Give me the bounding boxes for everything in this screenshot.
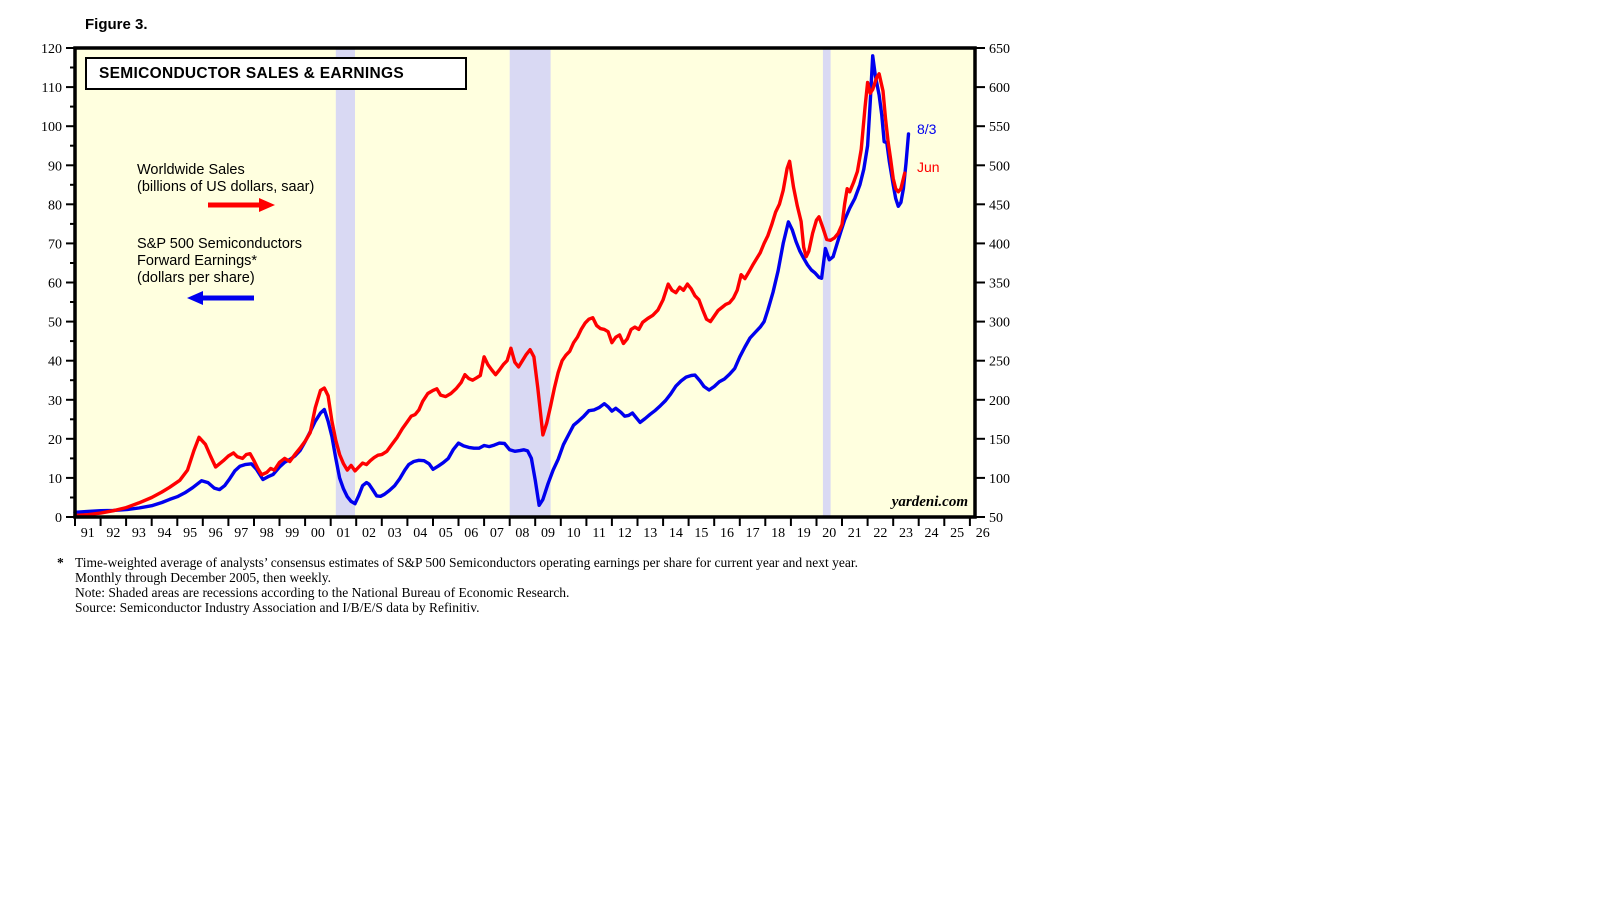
svg-text:99: 99: [285, 526, 299, 541]
footnote-line-1: * Time-weighted average of analysts’ con…: [57, 555, 858, 570]
svg-text:26: 26: [976, 526, 990, 541]
svg-text:120: 120: [41, 42, 62, 57]
svg-text:40: 40: [48, 355, 62, 370]
svg-text:450: 450: [989, 198, 1010, 213]
svg-text:100: 100: [41, 120, 62, 135]
x-axis: 91 92 93 94 95 96 97 98 99 00 01 02 03 04 05 06 07 08 09 10…: [74, 518, 990, 541]
svg-text:80: 80: [48, 198, 62, 213]
footnote-text-1: Time-weighted average of analysts’ conse…: [75, 555, 859, 570]
svg-text:50: 50: [989, 511, 1003, 526]
svg-text:97: 97: [234, 526, 248, 541]
footnote-line-2: Monthly through December 2005, then week…: [75, 570, 331, 585]
chart-title-box: SEMICONDUCTOR SALES & EARNINGS: [85, 57, 467, 90]
svg-text:550: 550: [989, 120, 1010, 135]
footnotes: * Time-weighted average of analysts’ con…: [57, 555, 858, 615]
svg-text:14: 14: [669, 526, 683, 541]
svg-text:13: 13: [643, 526, 657, 541]
svg-text:350: 350: [989, 277, 1010, 292]
svg-text:22: 22: [873, 526, 887, 541]
svg-text:01: 01: [337, 526, 351, 541]
svg-text:06: 06: [464, 526, 478, 541]
svg-text:50: 50: [48, 316, 62, 331]
svg-text:30: 30: [48, 394, 62, 409]
svg-text:12: 12: [618, 526, 632, 541]
figure-label: Figure 3.: [85, 16, 148, 33]
recession-band-2: [509, 48, 551, 517]
svg-text:0: 0: [55, 511, 62, 526]
svg-text:20: 20: [48, 433, 62, 448]
svg-text:09: 09: [541, 526, 555, 541]
right-axis: 50 100 150 200 250 300 350 400 450 500 550 600 650: [976, 42, 1010, 526]
svg-text:21: 21: [848, 526, 862, 541]
svg-text:23: 23: [899, 526, 913, 541]
legend-sales-units: (billions of US dollars, saar): [137, 179, 315, 195]
svg-text:93: 93: [132, 526, 146, 541]
recession-band-3: [822, 48, 831, 517]
svg-text:96: 96: [209, 526, 223, 541]
svg-text:91: 91: [81, 526, 95, 541]
svg-text:15: 15: [694, 526, 708, 541]
svg-text:07: 07: [490, 526, 504, 541]
svg-text:10: 10: [48, 472, 62, 487]
svg-text:16: 16: [720, 526, 734, 541]
footnote-line-4: Source: Semiconductor Industry Associati…: [75, 600, 480, 615]
plot-frame: [73, 46, 977, 519]
svg-text:110: 110: [42, 81, 62, 96]
svg-text:600: 600: [989, 81, 1010, 96]
svg-text:98: 98: [260, 526, 274, 541]
sales-end-label: Jun: [917, 159, 940, 175]
svg-text:03: 03: [388, 526, 402, 541]
svg-text:90: 90: [48, 159, 62, 174]
svg-text:150: 150: [989, 433, 1010, 448]
svg-text:18: 18: [771, 526, 785, 541]
svg-text:20: 20: [822, 526, 836, 541]
svg-text:08: 08: [515, 526, 529, 541]
svg-text:24: 24: [925, 526, 939, 541]
svg-text:70: 70: [48, 237, 62, 252]
svg-text:400: 400: [989, 237, 1010, 252]
chart-title: SEMICONDUCTOR SALES & EARNINGS: [99, 64, 404, 82]
svg-text:04: 04: [413, 526, 427, 541]
svg-text:10: 10: [567, 526, 581, 541]
left-axis: 0 10 20 30 40 50 60 70 80 90 100 110 120: [41, 42, 74, 526]
svg-text:60: 60: [48, 277, 62, 292]
sales-line: [73, 72, 907, 518]
earnings-left-arrow-icon: [187, 291, 254, 305]
svg-text:650: 650: [989, 42, 1010, 57]
svg-text:92: 92: [106, 526, 120, 541]
legend-earnings-name: S&P 500 Semiconductors: [137, 236, 302, 252]
svg-text:200: 200: [989, 394, 1010, 409]
watermark: yardeni.com: [891, 494, 968, 510]
earnings-end-label: 8/3: [917, 121, 937, 137]
legend-earnings-name2: Forward Earnings*: [137, 253, 258, 269]
recession-band-1: [335, 48, 355, 517]
svg-text:300: 300: [989, 316, 1010, 331]
legend-sales: Worldwide Sales (billions of US dollars,…: [137, 162, 314, 196]
svg-text:00: 00: [311, 526, 325, 541]
footnote-marker: *: [57, 555, 64, 570]
legend-sales-name: Worldwide Sales: [137, 162, 245, 178]
legend-earnings: S&P 500 Semiconductors Forward Earnings*…: [137, 236, 302, 287]
svg-text:100: 100: [989, 472, 1010, 487]
svg-text:94: 94: [158, 526, 172, 541]
svg-text:11: 11: [592, 526, 605, 541]
legend-earnings-units: (dollars per share): [137, 270, 255, 286]
svg-text:19: 19: [797, 526, 811, 541]
footnote-line-3: Note: Shaded areas are recessions accord…: [75, 585, 570, 600]
svg-text:25: 25: [950, 526, 964, 541]
svg-text:17: 17: [746, 526, 760, 541]
svg-text:05: 05: [439, 526, 453, 541]
svg-text:250: 250: [989, 355, 1010, 370]
svg-text:02: 02: [362, 526, 376, 541]
sales-right-arrow-icon: [208, 198, 275, 212]
chart-plot: 0102030405060708090100110120501001502002…: [41, 42, 1010, 541]
svg-text:500: 500: [989, 159, 1010, 174]
svg-text:95: 95: [183, 526, 197, 541]
